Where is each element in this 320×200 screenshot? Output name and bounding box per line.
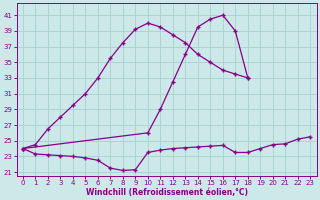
X-axis label: Windchill (Refroidissement éolien,°C): Windchill (Refroidissement éolien,°C) bbox=[85, 188, 248, 197]
